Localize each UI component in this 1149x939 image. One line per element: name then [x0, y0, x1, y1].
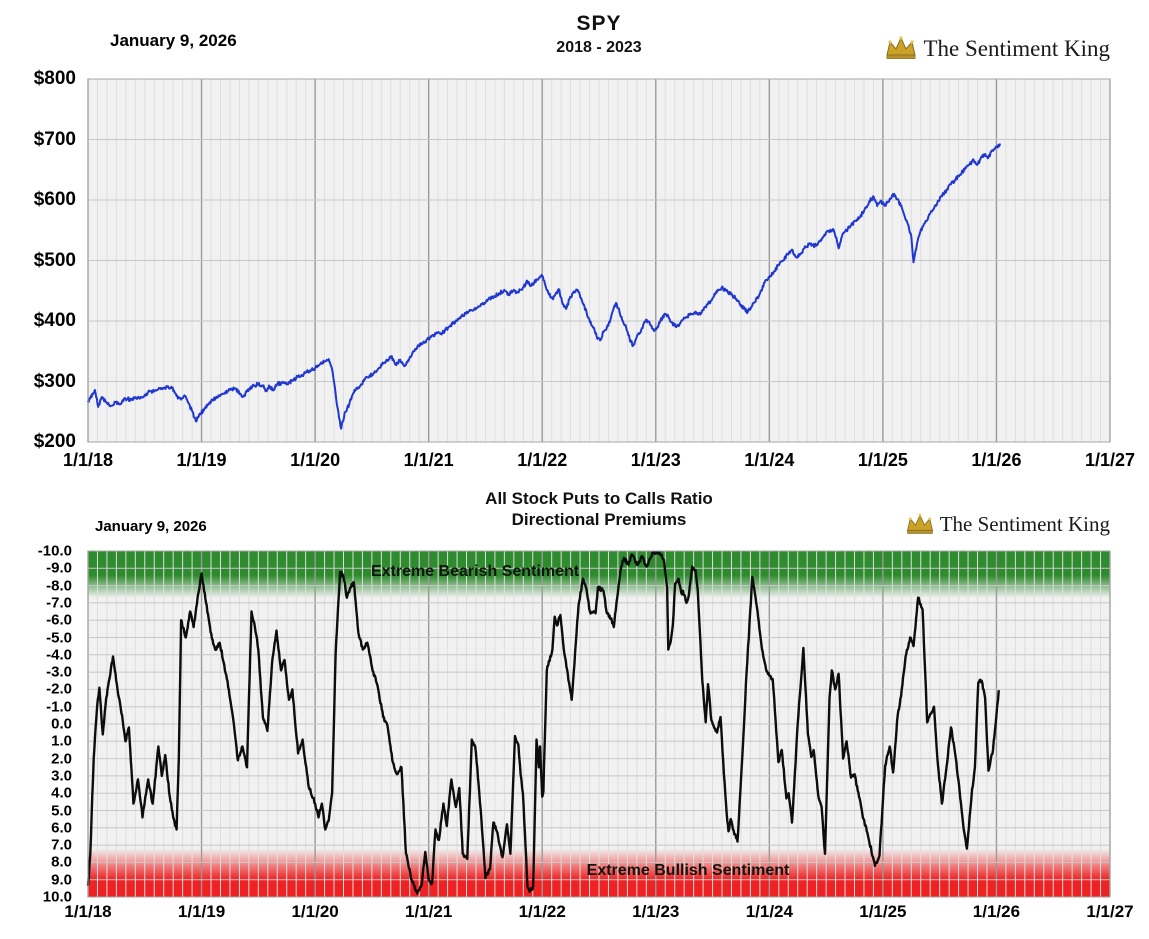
bottom-chart-subtitle: Directional Premiums: [511, 510, 687, 529]
extreme-bearish-zone-label: Extreme Bearish Sentiment: [370, 563, 580, 580]
x-axis-tick-label: 1/1/23: [632, 902, 680, 921]
y-axis-tick-label: -5.0: [46, 629, 72, 646]
y-axis-tick-label: $400: [33, 310, 76, 331]
y-axis-tick-label: $500: [33, 249, 76, 271]
x-axis-tick-label: 1/1/27: [1086, 902, 1134, 921]
y-axis-tick-label: 4.0: [51, 784, 72, 802]
y-axis-tick-label: 2.0: [51, 750, 72, 768]
y-axis-tick-label: -7.0: [46, 594, 72, 612]
extreme-bullish-zone-label: Extreme Bullish Sentiment: [586, 862, 790, 879]
y-axis-tick-label: -8.0: [46, 577, 72, 595]
y-axis-tick-label: 0.0: [51, 715, 72, 733]
crown-icon: [906, 513, 933, 534]
brand-name-top: The Sentiment King: [923, 36, 1110, 61]
y-axis-tick-label: $800: [33, 68, 76, 89]
y-axis-tick-label: -9.0: [46, 559, 72, 577]
y-axis-tick-label: 1.0: [51, 732, 72, 750]
y-axis-tick-label: -1.0: [46, 698, 72, 716]
x-axis-tick-label: 1/1/26: [971, 450, 1022, 470]
crown-icon: [886, 36, 917, 59]
bottom-chart-title: All Stock Puts to Calls Ratio: [485, 489, 713, 508]
x-axis-tick-label: 1/1/26: [972, 902, 1021, 921]
brand-logo-top: The Sentiment King: [883, 36, 1110, 62]
y-axis-tick-label: $300: [33, 370, 76, 392]
x-axis-tick-label: 1/1/18: [64, 902, 112, 921]
y-axis-tick-label: -10.0: [37, 542, 72, 560]
top-chart-subtitle: 2018 - 2023: [556, 39, 642, 56]
brand-logo-bottom: The Sentiment King: [904, 512, 1110, 537]
x-axis-tick-label: 1/1/27: [1084, 450, 1136, 470]
y-axis-tick-label: 3.0: [51, 767, 72, 785]
y-axis-tick-label: $200: [33, 431, 76, 452]
top-chart-date-label: January 9, 2026: [110, 31, 237, 50]
x-axis-tick-label: 1/1/20: [291, 902, 339, 921]
y-axis-tick-label: -3.0: [46, 663, 72, 681]
y-axis-tick-label: $700: [33, 128, 76, 150]
x-axis-tick-label: 1/1/25: [859, 902, 907, 921]
y-axis-tick-label: 7.0: [51, 836, 72, 854]
x-axis-tick-label: 1/1/24: [744, 450, 795, 470]
y-axis-tick-label: -2.0: [46, 680, 72, 698]
bottom-chart-date-label: January 9, 2026: [95, 518, 207, 535]
y-axis-tick-label: -6.0: [46, 611, 72, 629]
y-axis-tick-label: 9.0: [51, 871, 72, 889]
y-axis-tick-label: 5.0: [51, 802, 72, 819]
x-axis-tick-label: 1/1/21: [403, 450, 454, 470]
y-axis-tick-label: 6.0: [51, 819, 72, 837]
top-chart-title: SPY: [576, 12, 622, 35]
x-axis-tick-label: 1/1/22: [518, 902, 566, 921]
y-axis-tick-label: 8.0: [51, 853, 72, 871]
x-axis-tick-label: 1/1/21: [405, 902, 453, 921]
x-axis-tick-label: 1/1/18: [62, 450, 114, 470]
x-axis-tick-label: 1/1/19: [177, 902, 226, 921]
x-axis-tick-label: 1/1/22: [517, 450, 568, 470]
x-axis-tick-label: 1/1/20: [290, 450, 341, 470]
x-axis-tick-label: 1/1/24: [745, 902, 793, 921]
x-axis-tick-label: 1/1/25: [857, 450, 908, 470]
x-axis-tick-label: 1/1/23: [630, 450, 681, 470]
y-axis-tick-label: $600: [33, 189, 76, 210]
x-axis-tick-label: 1/1/19: [176, 450, 227, 470]
y-axis-tick-label: 10.0: [42, 888, 72, 906]
brand-name-bottom: The Sentiment King: [939, 512, 1110, 536]
y-axis-tick-label: -4.0: [46, 646, 72, 664]
